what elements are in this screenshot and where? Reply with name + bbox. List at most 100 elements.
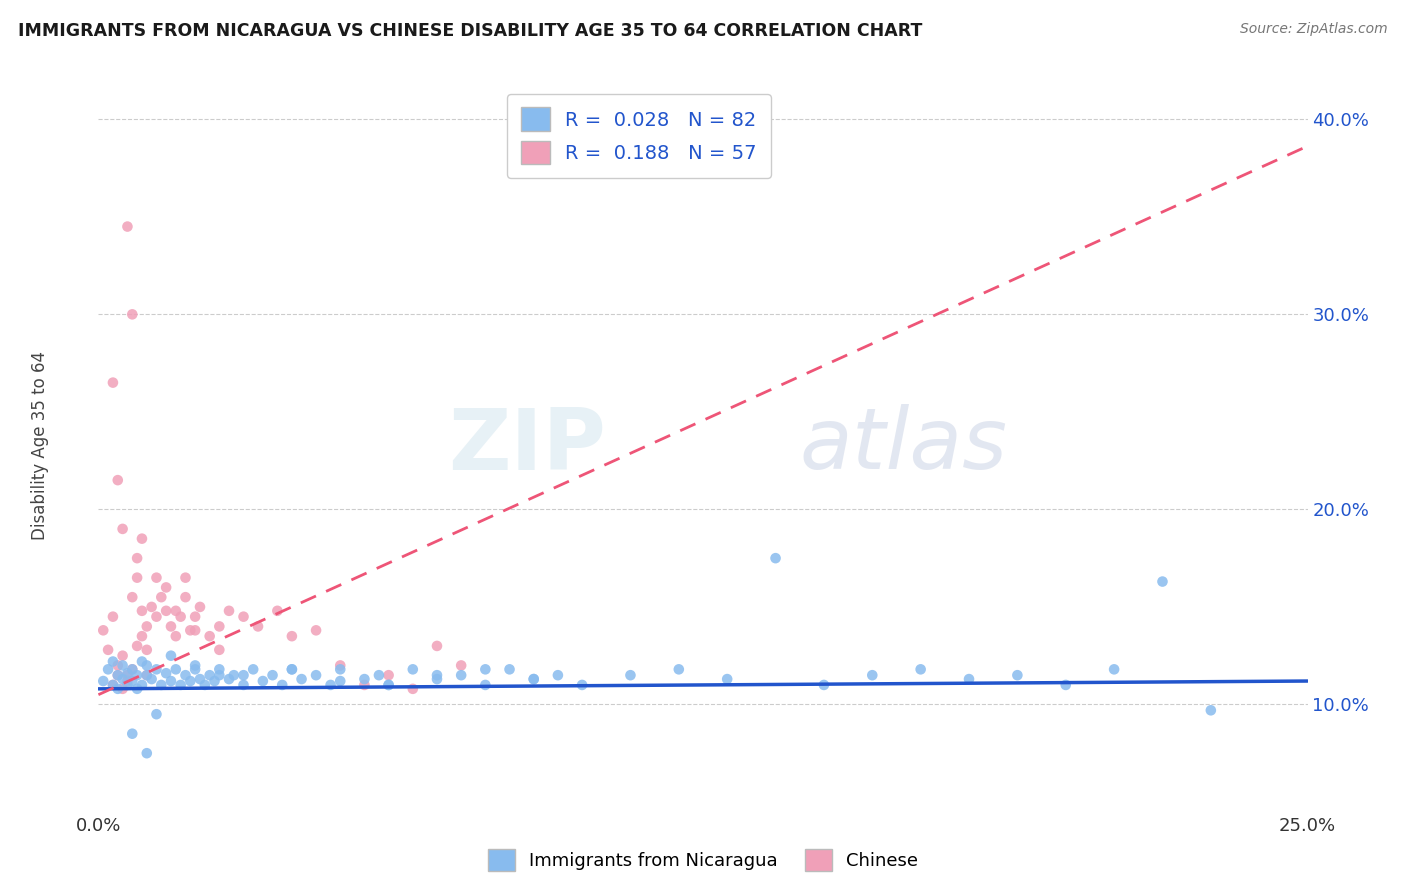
Point: [184, 624, 207, 638]
Point: [135, 746, 157, 760]
Point: [668, 662, 690, 676]
Point: [547, 668, 569, 682]
Point: [198, 629, 221, 643]
Point: [101, 655, 124, 669]
Point: [329, 658, 352, 673]
Point: [329, 673, 352, 688]
Point: [169, 678, 191, 692]
Text: atlas: atlas: [800, 404, 1008, 488]
Text: ZIP: ZIP: [449, 404, 606, 488]
Point: [218, 604, 240, 618]
Point: [121, 673, 143, 688]
Point: [127, 668, 149, 682]
Point: [860, 668, 883, 682]
Point: [910, 662, 932, 676]
Point: [117, 673, 139, 688]
Point: [426, 639, 449, 653]
Point: [232, 609, 254, 624]
Point: [160, 673, 183, 688]
Point: [111, 658, 134, 673]
Point: [1102, 662, 1125, 676]
Point: [111, 648, 134, 663]
Point: [474, 678, 496, 692]
Point: [765, 551, 787, 566]
Point: [498, 662, 520, 676]
Point: [377, 668, 399, 682]
Point: [290, 672, 312, 686]
Point: [523, 672, 546, 686]
Point: [131, 678, 153, 692]
Point: [218, 672, 240, 686]
Point: [281, 662, 304, 676]
Point: [319, 678, 342, 692]
Point: [117, 668, 139, 682]
Point: [117, 678, 139, 692]
Point: [247, 619, 270, 633]
Point: [135, 668, 157, 682]
Text: IMMIGRANTS FROM NICARAGUA VS CHINESE DISABILITY AGE 35 TO 64 CORRELATION CHART: IMMIGRANTS FROM NICARAGUA VS CHINESE DIS…: [18, 22, 922, 40]
Point: [232, 678, 254, 692]
Point: [145, 662, 167, 676]
Point: [165, 662, 187, 676]
Point: [184, 609, 207, 624]
Point: [194, 678, 217, 692]
Point: [111, 681, 134, 696]
Point: [107, 668, 129, 682]
Point: [402, 662, 425, 676]
Point: [111, 522, 134, 536]
Point: [121, 727, 143, 741]
Point: [188, 599, 211, 614]
Point: [281, 662, 304, 676]
Point: [242, 662, 264, 676]
Point: [135, 619, 157, 633]
Point: [266, 604, 288, 618]
Point: [117, 219, 139, 234]
Point: [127, 681, 149, 696]
Point: [184, 662, 207, 676]
Point: [117, 666, 139, 681]
Point: [174, 668, 197, 682]
Point: [208, 619, 231, 633]
Point: [198, 668, 221, 682]
Point: [165, 604, 187, 618]
Point: [135, 658, 157, 673]
Text: Source: ZipAtlas.com: Source: ZipAtlas.com: [1240, 22, 1388, 37]
Point: [188, 672, 211, 686]
Point: [368, 668, 391, 682]
Point: [150, 678, 173, 692]
Point: [131, 655, 153, 669]
Point: [1007, 668, 1029, 682]
Point: [121, 662, 143, 676]
Point: [329, 662, 352, 676]
Point: [169, 609, 191, 624]
Point: [155, 581, 177, 595]
Point: [474, 662, 496, 676]
Point: [813, 678, 835, 692]
Point: [101, 678, 124, 692]
Point: [262, 668, 284, 682]
Point: [184, 658, 207, 673]
Point: [426, 672, 449, 686]
Point: [150, 590, 173, 604]
Point: [252, 673, 274, 688]
Point: [353, 678, 375, 692]
Point: [111, 672, 134, 686]
Point: [135, 643, 157, 657]
Point: [101, 376, 124, 390]
Point: [426, 668, 449, 682]
Legend: R =  0.028   N = 82, R =  0.188   N = 57: R = 0.028 N = 82, R = 0.188 N = 57: [508, 94, 770, 178]
Point: [145, 571, 167, 585]
Point: [141, 599, 163, 614]
Point: [91, 624, 114, 638]
Point: [107, 668, 129, 682]
Point: [131, 629, 153, 643]
Point: [957, 672, 980, 686]
Point: [305, 624, 328, 638]
Point: [281, 629, 304, 643]
Point: [402, 681, 425, 696]
Point: [145, 707, 167, 722]
Point: [131, 532, 153, 546]
Point: [107, 681, 129, 696]
Point: [1054, 678, 1077, 692]
Point: [179, 624, 201, 638]
